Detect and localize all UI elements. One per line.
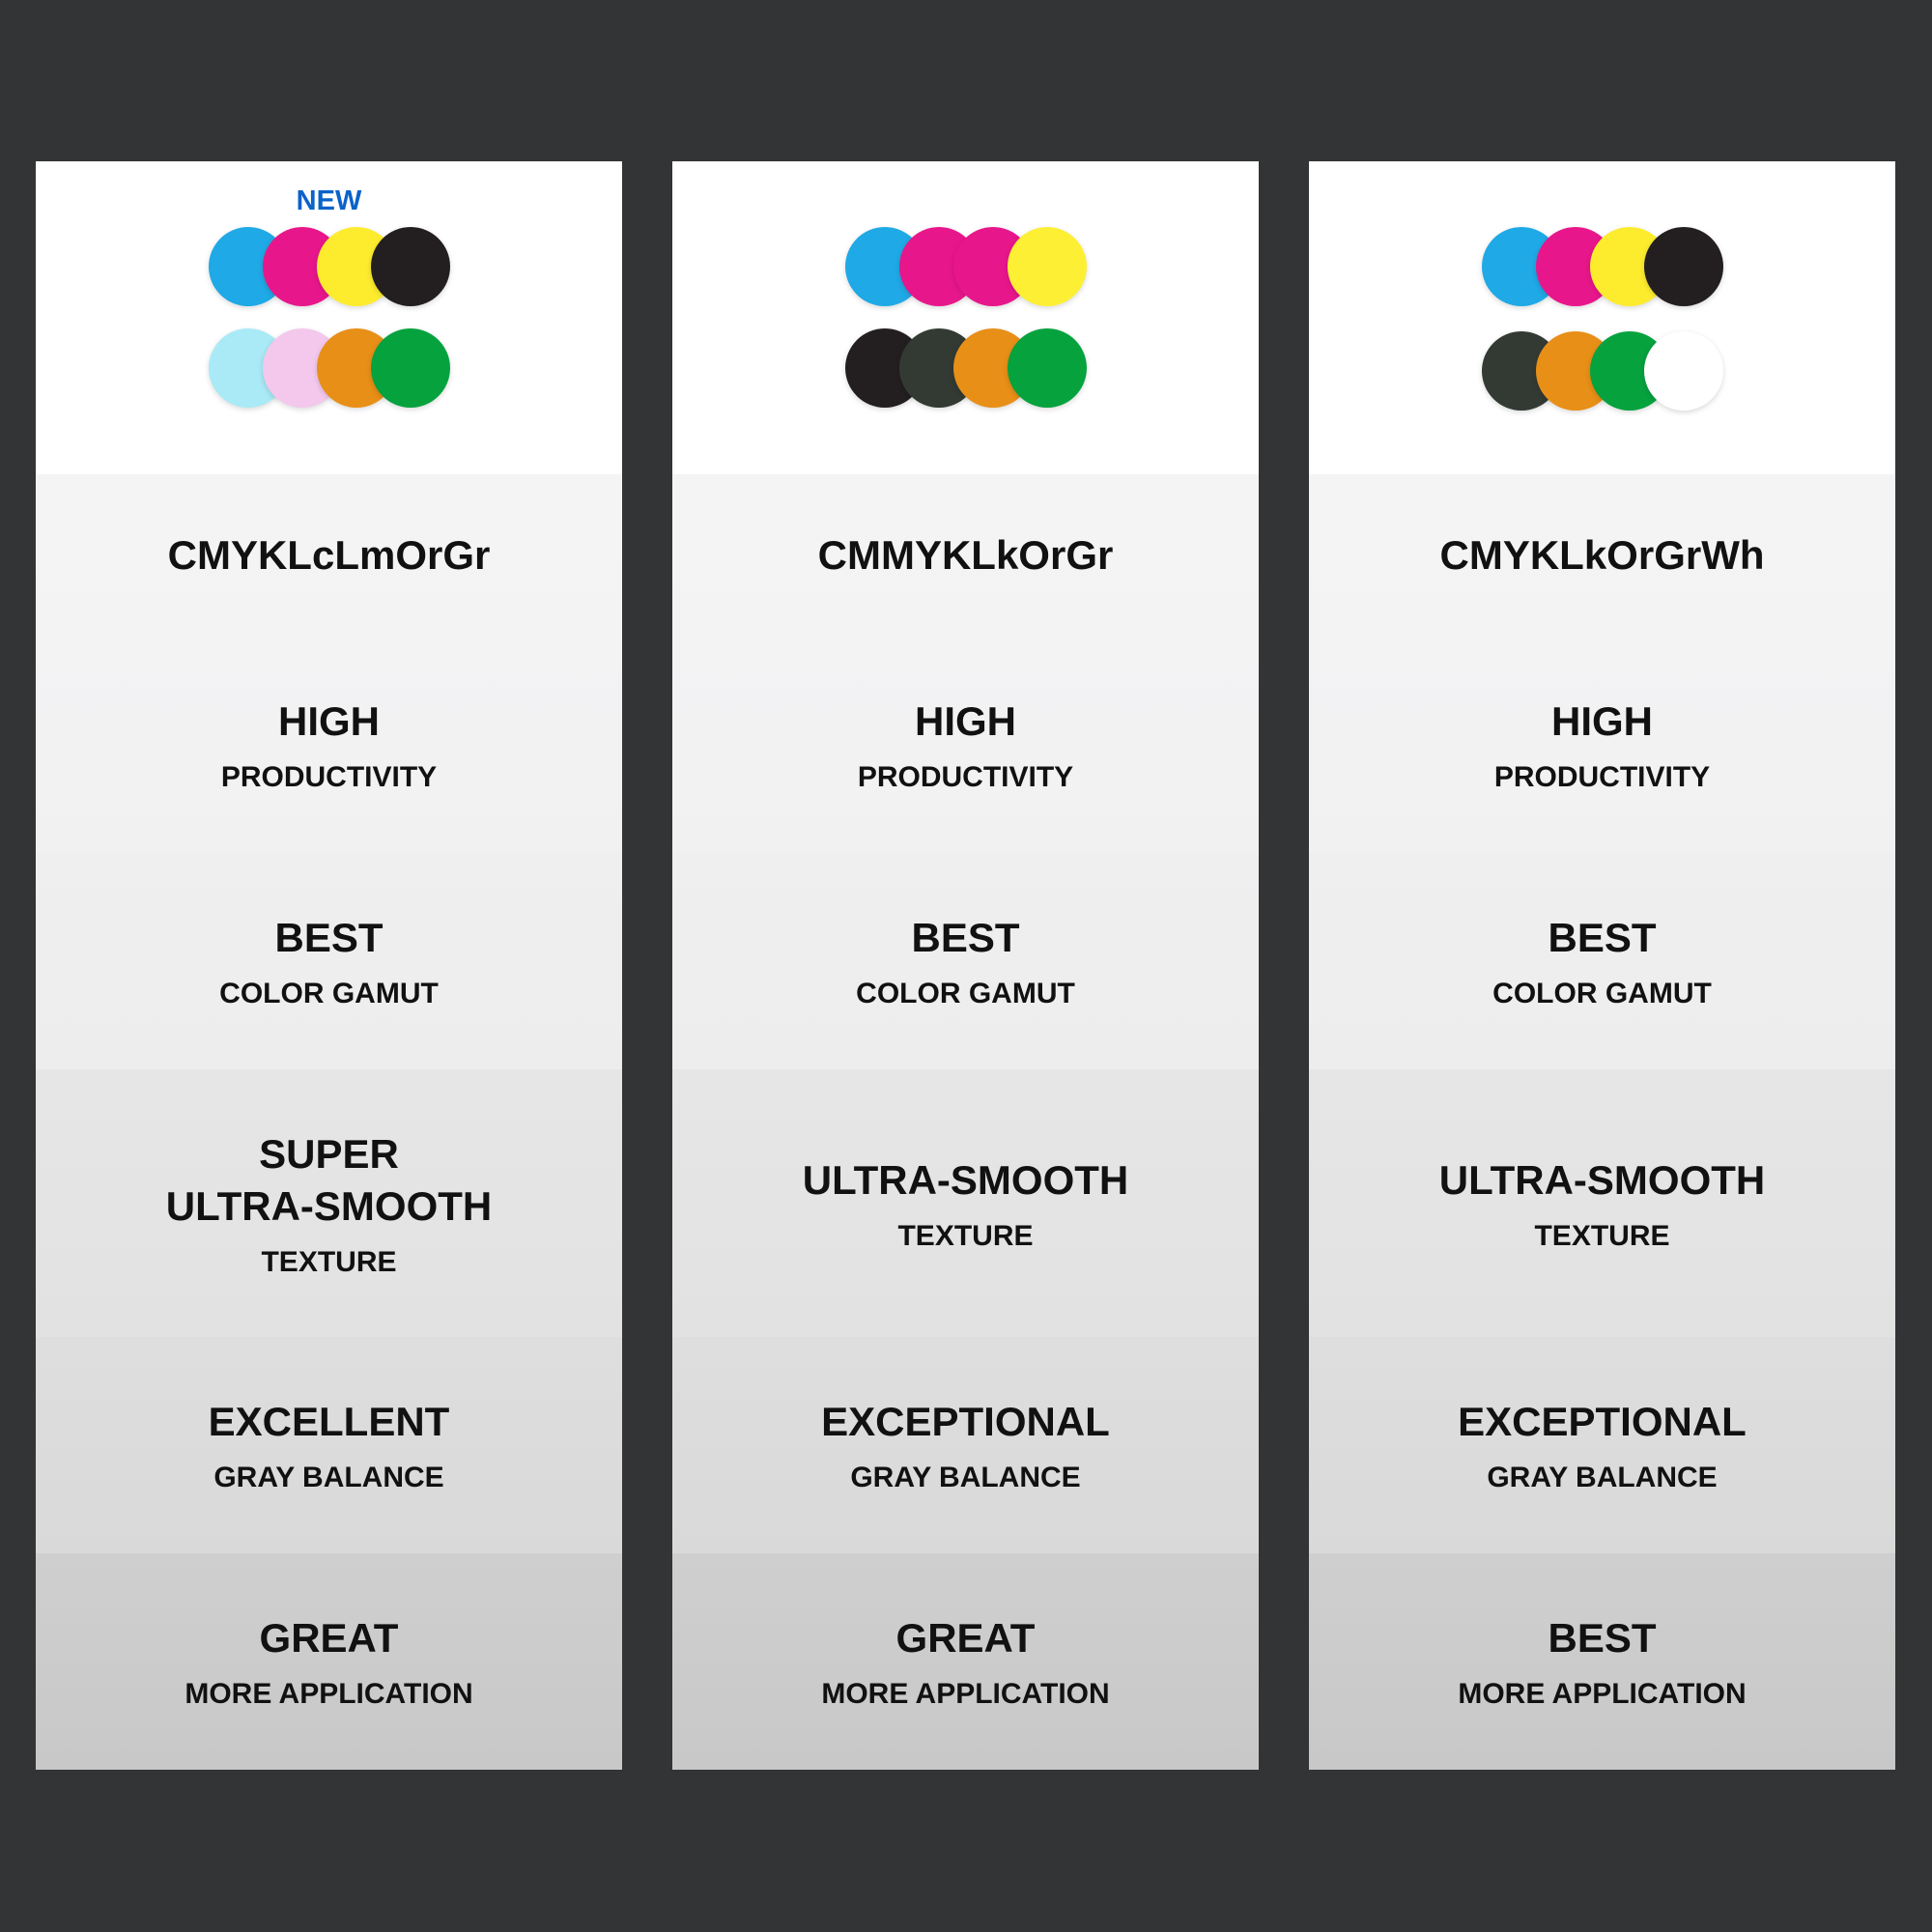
feature-rating: BEST (911, 915, 1020, 960)
feature-label: COLOR GAMUT (219, 978, 439, 1009)
feature-rating: EXCEPTIONAL (1458, 1399, 1747, 1444)
feature-label: GRAY BALANCE (213, 1462, 444, 1493)
feature-row: BEST MORE APPLICATION (1309, 1553, 1895, 1770)
feature-rating: BEST (1548, 915, 1657, 960)
feature-rating: HIGH (915, 698, 1016, 744)
feature-rating: ULTRA-SMOOTH (1438, 1156, 1766, 1203)
feature-rating: BEST (1548, 1615, 1657, 1661)
ink-dots-row (208, 227, 450, 306)
feature-label: MORE APPLICATION (1458, 1678, 1747, 1710)
feature-row: EXCEPTIONAL GRAY BALANCE (1309, 1337, 1895, 1553)
feature-label: GRAY BALANCE (1487, 1462, 1718, 1493)
feature-label: COLOR GAMUT (1492, 978, 1712, 1009)
feature-row: EXCEPTIONAL GRAY BALANCE (672, 1337, 1259, 1553)
ink-dots-row (1481, 331, 1723, 411)
feature-label: PRODUCTIVITY (1493, 761, 1711, 793)
feature-label: TEXTURE (1534, 1219, 1670, 1252)
feature-rating: EXCELLENT (208, 1399, 450, 1444)
ink-dot (1007, 227, 1087, 306)
feature-label: PRODUCTIVITY (220, 761, 438, 793)
feature-row: GREAT MORE APPLICATION (36, 1553, 622, 1770)
feature-row: HIGH PRODUCTIVITY (36, 637, 622, 853)
feature-row: HIGH PRODUCTIVITY (1309, 637, 1895, 853)
feature-rating: ULTRA-SMOOTH (802, 1156, 1129, 1203)
feature-row: ULTRA-SMOOTH TEXTURE (672, 1069, 1259, 1337)
ink-config-column: CMMYKLkOrGr HIGH PRODUCTIVITY BEST COLOR GAM… (672, 161, 1259, 1770)
ink-config-name: CMMYKLkOrGr (817, 532, 1114, 578)
new-badge: NEW (296, 185, 362, 216)
feature-row: BEST COLOR GAMUT (1309, 853, 1895, 1069)
feature-row: ULTRA-SMOOTH TEXTURE (1309, 1069, 1895, 1337)
ink-swatch-header (1309, 161, 1895, 474)
ink-dot (1643, 227, 1723, 306)
feature-label: TEXTURE (261, 1245, 397, 1278)
feature-rating: BEST (274, 915, 384, 960)
feature-label: PRODUCTIVITY (857, 761, 1074, 793)
feature-rating: HIGH (1551, 698, 1653, 744)
feature-row: HIGH PRODUCTIVITY (672, 637, 1259, 853)
feature-label: TEXTURE (897, 1219, 1034, 1252)
ink-dot (370, 328, 450, 408)
feature-row: GREAT MORE APPLICATION (672, 1553, 1259, 1770)
feature-label: MORE APPLICATION (821, 1678, 1110, 1710)
ink-config-column: NEW CMYKLcLmOrGr HIGH PRODUCTIVITY BEST COLOR… (36, 161, 622, 1770)
feature-label: COLOR GAMUT (856, 978, 1075, 1009)
ink-swatch-header: NEW (36, 161, 622, 474)
ink-config-column: CMYKLkOrGrWh HIGH PRODUCTIVITY BEST COLOR GA… (1309, 161, 1895, 1770)
ink-dot (370, 227, 450, 306)
feature-rating: HIGH (278, 698, 380, 744)
feature-rating-line2: ULTRA-SMOOTH (165, 1182, 493, 1229)
ink-config-name-row: CMYKLcLmOrGr (36, 474, 622, 637)
feature-rating: SUPER (259, 1130, 399, 1177)
ink-swatch-header (672, 161, 1259, 474)
feature-rating: GREAT (259, 1615, 399, 1661)
feature-rating: GREAT (895, 1615, 1036, 1661)
ink-config-name-row: CMMYKLkOrGr (672, 474, 1259, 637)
ink-dots-row (208, 328, 450, 408)
feature-row: SUPER ULTRA-SMOOTH TEXTURE (36, 1069, 622, 1337)
ink-dots-row (844, 328, 1087, 408)
feature-row: EXCELLENT GRAY BALANCE (36, 1337, 622, 1553)
feature-row: BEST COLOR GAMUT (36, 853, 622, 1069)
feature-label: MORE APPLICATION (185, 1678, 473, 1710)
feature-row: BEST COLOR GAMUT (672, 853, 1259, 1069)
feature-label: GRAY BALANCE (850, 1462, 1081, 1493)
ink-dot (1643, 331, 1723, 411)
feature-rating: EXCEPTIONAL (821, 1399, 1110, 1444)
ink-config-name-row: CMYKLkOrGrWh (1309, 474, 1895, 637)
ink-config-name: CMYKLcLmOrGr (167, 532, 491, 578)
ink-dots-row (1481, 227, 1723, 306)
ink-dots-row (844, 227, 1087, 306)
ink-config-name: CMYKLkOrGrWh (1439, 532, 1765, 578)
ink-dot (1007, 328, 1087, 408)
